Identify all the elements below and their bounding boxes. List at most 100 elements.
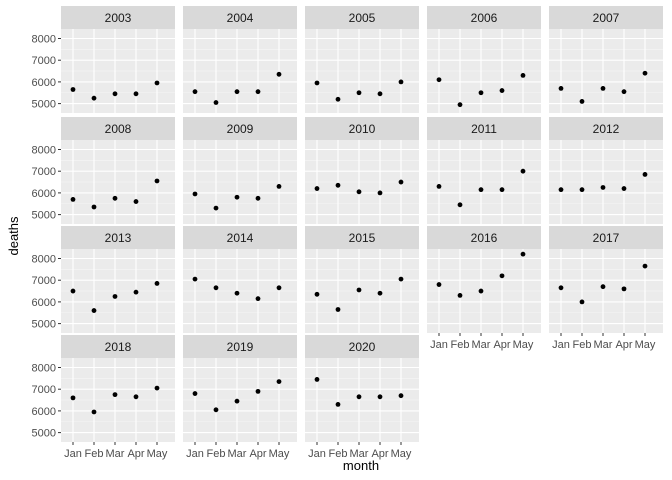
data-point [398, 276, 404, 282]
data-point [276, 379, 282, 385]
y-tick-label: 5000 [32, 99, 56, 111]
facet-panel-2008: 2008 5000 6000 7000 8000 [32, 117, 175, 224]
x-tick-label: Jan [186, 448, 204, 460]
data-point [112, 392, 118, 398]
data-point [335, 182, 341, 188]
data-point [436, 183, 442, 189]
data-point [314, 291, 320, 297]
facet-strip [183, 335, 297, 358]
data-point [91, 409, 97, 415]
data-point [600, 185, 606, 190]
data-point [213, 100, 219, 105]
facet-strip-label: 2009 [227, 122, 254, 136]
data-point [356, 287, 362, 293]
data-point [377, 190, 383, 196]
data-point [276, 71, 282, 77]
data-point [112, 195, 118, 201]
data-point [91, 95, 97, 101]
y-axis-title: deaths [6, 216, 21, 256]
y-tick-label: 7000 [32, 166, 56, 178]
data-point [70, 288, 76, 294]
facet-strip-label: 2007 [593, 11, 620, 25]
x-tick-label: Feb [329, 448, 348, 460]
x-tick-label: Mar [106, 448, 125, 460]
data-point [91, 308, 97, 313]
data-point [234, 398, 240, 404]
y-tick-label: 5000 [32, 428, 56, 440]
data-point [600, 284, 606, 290]
data-point [520, 251, 526, 257]
facet-strip [549, 117, 663, 140]
facet-panel-2004: 2004 [183, 6, 297, 113]
facet-panel-2012: 2012 [549, 117, 663, 224]
data-point [154, 80, 160, 86]
data-point [356, 90, 362, 96]
data-point [133, 91, 139, 97]
data-point [558, 86, 564, 91]
data-point [276, 183, 282, 189]
facet-panel-2018: 2018 5000 6000 7000 8000 Jan Feb Mar Apr May [32, 335, 175, 460]
data-point [192, 191, 198, 197]
x-tick-label: Jan [552, 339, 570, 351]
data-point [192, 276, 198, 282]
y-tick-label: 6000 [32, 297, 56, 309]
facet-strip [61, 226, 175, 249]
y-tick-label: 7000 [32, 384, 56, 396]
facet-strip-label: 2010 [349, 122, 376, 136]
data-point [478, 90, 484, 96]
data-point [213, 205, 219, 211]
data-point [70, 87, 76, 92]
data-point [457, 292, 463, 298]
y-tick-label: 6000 [32, 188, 56, 200]
facet-panel-2013: 2013 5000 6000 7000 8000 [32, 226, 175, 333]
data-point [356, 189, 362, 195]
data-point [520, 72, 526, 78]
data-point [70, 197, 76, 202]
data-point [642, 263, 648, 269]
data-point [377, 394, 383, 400]
data-point [621, 186, 627, 191]
data-point [192, 391, 198, 396]
facet-strip [305, 335, 419, 358]
facet-panels: 2003 5000 6000 7000 8000 2004 2005 2006 2007 2008… [32, 6, 663, 460]
data-point [436, 282, 442, 287]
y-tick-label: 5000 [32, 319, 56, 331]
facet-strip-label: 2005 [349, 11, 376, 25]
data-point [335, 307, 341, 312]
facet-panel-2015: 2015 [305, 226, 419, 333]
data-point [499, 187, 505, 193]
facet-strip-label: 2011 [471, 122, 497, 136]
y-tick-label: 7000 [32, 275, 56, 287]
data-point [520, 168, 526, 174]
data-point [133, 394, 139, 400]
x-tick-label: Mar [472, 339, 491, 351]
y-tick-label: 8000 [32, 254, 56, 266]
data-point [255, 89, 261, 95]
data-point [192, 89, 198, 95]
y-tick-label: 8000 [32, 34, 56, 46]
data-point [457, 202, 463, 208]
x-tick-label: Apr [249, 448, 266, 460]
x-tick-label: Jan [64, 448, 82, 460]
facet-strip [305, 226, 419, 249]
facet-strip-label: 2004 [227, 11, 254, 25]
y-tick-label: 6000 [32, 406, 56, 418]
facet-strip [549, 6, 663, 29]
data-point [579, 299, 585, 305]
data-point [314, 80, 320, 86]
x-tick-label: Apr [127, 448, 144, 460]
facet-panel-2016: 2016 Jan Feb Mar Apr May [427, 226, 541, 351]
x-tick-label: Jan [430, 339, 448, 351]
x-tick-label: Jan [308, 448, 326, 460]
data-point [154, 281, 160, 286]
x-tick-label: May [635, 339, 656, 351]
data-point [499, 273, 505, 279]
facet-strip-label: 2019 [227, 340, 254, 354]
facet-strip [427, 6, 541, 29]
facet-panel-2005: 2005 [305, 6, 419, 113]
facet-strip-label: 2020 [349, 340, 376, 354]
data-point [335, 96, 341, 102]
x-tick-label: May [147, 448, 168, 460]
facet-panel-2007: 2007 [549, 6, 663, 113]
